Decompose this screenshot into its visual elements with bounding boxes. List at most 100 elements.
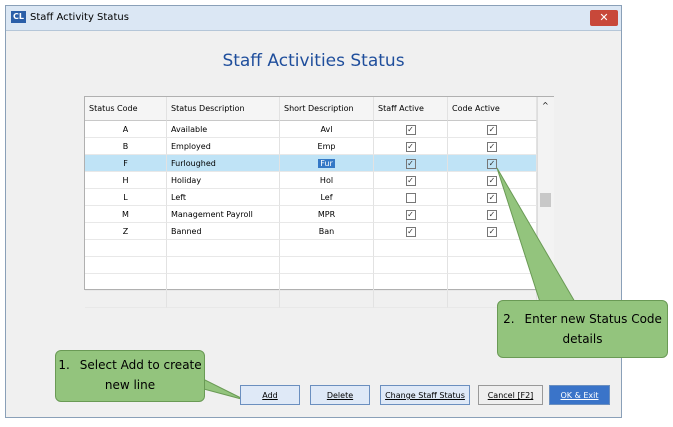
cell-text: Banned [171,227,202,236]
callout-text: Enter new Status Code details [524,312,662,346]
table-cell: Hol [280,172,374,189]
scroll-thumb[interactable] [540,193,551,207]
cell-text: Management Payroll [171,210,253,219]
checkbox-cell: ✓ [374,172,448,189]
callout-number: 2. [503,312,515,326]
checkbox-cell: ✓ [448,223,537,240]
button[interactable]: Cancel [F2] [478,385,543,405]
checkbox-cell [374,189,448,206]
button[interactable]: Add [240,385,300,405]
empty-cell [85,274,167,291]
cell-text: A [122,125,129,134]
column-header: Short Description [280,97,374,121]
checkbox[interactable]: ✓ [405,125,416,135]
checkbox-cell: ✓ [448,206,537,223]
cell-text: Furloughed [171,159,216,168]
empty-cell [374,257,448,274]
cell-text: Employed [171,142,211,151]
column-header: Code Active [448,97,537,121]
checkbox-cell: ✓ [448,155,537,172]
checkbox-cell: ✓ [448,172,537,189]
button[interactable]: Delete [310,385,370,405]
empty-cell [280,240,374,257]
title-bar: CL Staff Activity Status ✕ [6,6,621,31]
table-cell: Left [167,189,280,206]
checkbox-cell: ✓ [448,121,537,138]
column-header: Status Code [85,97,167,121]
button[interactable]: OK & Exit [549,385,610,405]
callout: 2. Enter new Status Code details [497,300,668,358]
checkbox[interactable]: ✓ [487,193,497,203]
cell-text: Lef [320,193,333,202]
table-cell: Furloughed [167,155,280,172]
checkbox-cell: ✓ [448,189,537,206]
empty-cell [167,257,280,274]
empty-cell [280,291,374,308]
table-cell: Emp [280,138,374,155]
table-cell: Holiday [167,172,280,189]
empty-cell [85,291,167,308]
checkbox-cell: ✓ [448,138,537,155]
checkbox[interactable]: ✓ [487,176,497,186]
table-cell: Z [85,223,167,240]
cell-text: Hol [319,176,334,185]
table-cell: Available [167,121,280,138]
checkbox[interactable]: ✓ [405,176,416,186]
cell-text: Left [171,193,187,202]
table-cell: L [85,189,167,206]
cell-text: M [122,210,129,219]
table-cell: H [85,172,167,189]
cell-text: Holiday [171,176,202,185]
scrollbar[interactable]: ^ [537,97,554,289]
checkbox-cell: ✓ [374,206,448,223]
cell-text: MPR [317,210,336,219]
checkbox[interactable]: ✓ [405,227,416,237]
table-cell: Ban [280,223,374,240]
heading: Staff Activities Status [222,51,405,71]
app-icon: CL [11,11,26,23]
table-cell: M [85,206,167,223]
checkbox-cell: ✓ [374,223,448,240]
callout: 1. Select Add to create new line [55,350,205,402]
column-header: Staff Active [374,97,448,121]
close-button[interactable]: ✕ [590,10,618,26]
table-cell: F [85,155,167,172]
cell-text: Ban [318,227,335,236]
window-title: Staff Activity Status [30,12,129,23]
cell-text: Available [171,125,208,134]
checkbox[interactable]: ✓ [487,210,497,220]
empty-cell [167,274,280,291]
checkbox[interactable]: ✓ [405,210,416,220]
checkbox[interactable] [405,193,416,203]
table-cell: Management Payroll [167,206,280,223]
cell-text: F [123,159,128,168]
button[interactable]: Change Staff Status [380,385,470,405]
empty-cell [280,257,374,274]
empty-cell [167,240,280,257]
cell-text[interactable]: Fur [318,159,335,168]
table-cell: Avl [280,121,374,138]
checkbox[interactable]: ✓ [487,227,497,237]
cell-text: Z [122,227,129,236]
cell-text: H [122,176,129,185]
table-cell: Banned [167,223,280,240]
checkbox[interactable]: ✓ [405,159,416,169]
empty-cell [374,291,448,308]
table-cell: B [85,138,167,155]
cell-text: Avl [320,125,333,134]
table-cell: A [85,121,167,138]
checkbox[interactable]: ✓ [405,142,416,152]
checkbox[interactable]: ✓ [487,159,497,169]
table-cell: MPR [280,206,374,223]
checkbox-cell: ✓ [374,138,448,155]
callout-text: Select Add to create new line [79,358,202,392]
empty-cell [85,240,167,257]
empty-cell [374,240,448,257]
callout-number: 1. [58,358,70,372]
checkbox[interactable]: ✓ [487,142,497,152]
checkbox[interactable]: ✓ [487,125,497,135]
empty-cell [374,274,448,291]
table-cell: Fur [280,155,374,172]
status-grid: ^ Status Code Status Description Short Des… [84,96,554,308]
